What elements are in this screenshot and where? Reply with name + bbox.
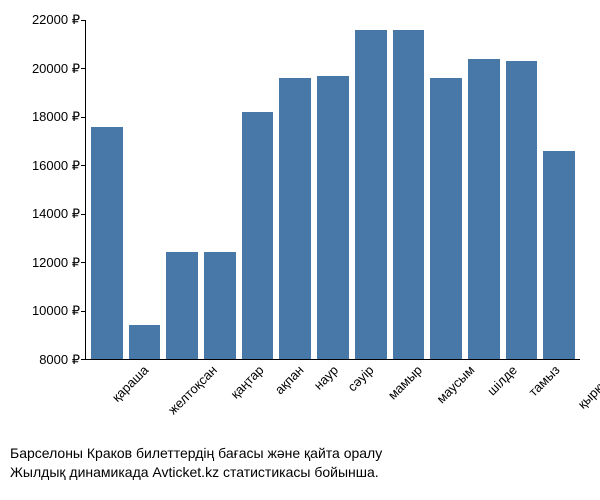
y-tick-label: 18000 ₽ — [32, 109, 80, 125]
x-tick-label: ақпан — [266, 368, 301, 403]
y-tick-label: 8000 ₽ — [39, 352, 80, 368]
y-tick-mark — [81, 262, 86, 263]
chart-caption: Барселоны Краков билеттердің бағасы және… — [10, 444, 590, 482]
y-tick-label: 12000 ₽ — [32, 255, 80, 271]
y-tick-label: 20000 ₽ — [32, 61, 80, 77]
x-tick-label: қараша — [103, 368, 145, 410]
y-tick-mark — [81, 214, 86, 215]
y-tick-mark — [81, 20, 86, 21]
y-tick-mark — [81, 311, 86, 312]
x-tick-label: қыркүйек — [569, 368, 600, 417]
bar — [204, 252, 236, 359]
caption-line-1: Барселоны Краков билеттердің бағасы және… — [10, 444, 590, 463]
bar — [279, 78, 311, 359]
x-labels-inner: қарашажелтоқсанқаңтарақпаннаурсәуірмамыр… — [85, 360, 580, 375]
x-tick-label: шілде — [478, 368, 514, 404]
x-tick-label: желтоқсан — [159, 368, 214, 423]
x-tick-label: мамыр — [379, 368, 419, 408]
x-tick-label: тамыз — [520, 368, 557, 405]
bar — [355, 30, 387, 359]
caption-line-2: Жылдық динамикада Avticket.kz статистика… — [10, 463, 590, 482]
y-tick-mark — [81, 165, 86, 166]
y-tick-mark — [81, 68, 86, 69]
bar — [430, 78, 462, 359]
x-tick-label: қаңтар — [222, 368, 261, 407]
x-tick-label: наур — [305, 368, 335, 398]
bar — [393, 30, 425, 359]
y-tick-label: 22000 ₽ — [32, 12, 80, 28]
x-tick-label: сәуір — [339, 368, 371, 400]
chart-container: 8000 ₽ 10000 ₽ 12000 ₽ 14000 ₽ 16000 ₽ 18000 … — [0, 0, 600, 500]
bar — [543, 151, 575, 359]
y-tick-mark — [81, 117, 86, 118]
bar — [91, 127, 123, 359]
bar — [242, 112, 274, 359]
x-axis: қараша желтоқсанқаңтарақпаннаурсәуірмамыр… — [85, 360, 580, 440]
y-tick-label: 10000 ₽ — [32, 303, 80, 319]
x-tick-label: маусым — [428, 368, 472, 412]
plot-area — [85, 20, 580, 360]
bar — [317, 76, 349, 359]
bar — [468, 59, 500, 359]
bars-group — [86, 20, 580, 359]
chart-area: 8000 ₽10000 ₽12000 ₽14000 ₽16000 ₽18000 … — [85, 20, 580, 360]
y-tick-label: 16000 ₽ — [32, 158, 80, 174]
y-axis: 8000 ₽10000 ₽12000 ₽14000 ₽16000 ₽18000 … — [10, 20, 85, 360]
bar — [506, 61, 538, 359]
bar — [129, 325, 161, 359]
y-tick-label: 14000 ₽ — [32, 206, 80, 222]
bar — [166, 252, 198, 359]
